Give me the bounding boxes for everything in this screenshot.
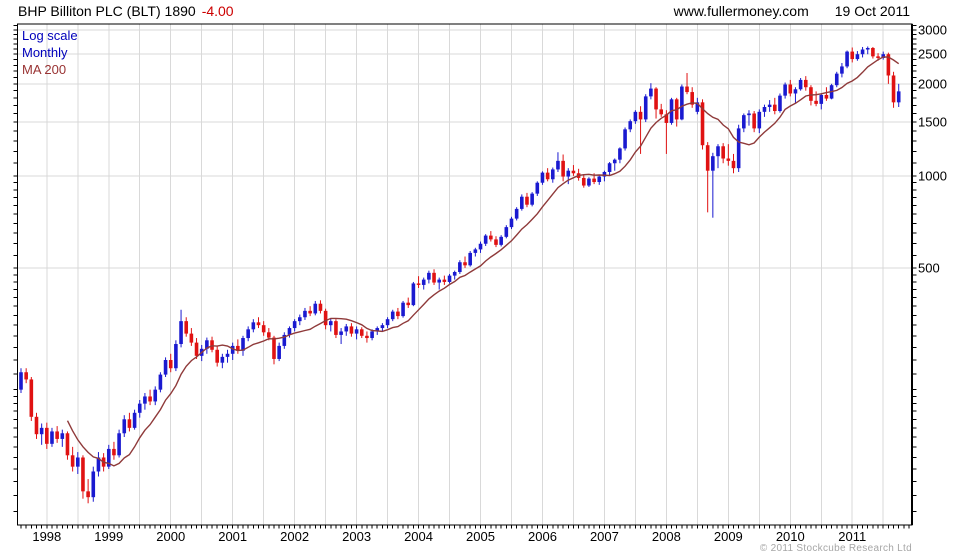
y-axis-label: 500 (918, 260, 940, 275)
y-axis-label: 1000 (918, 168, 947, 183)
y-axis-label: 1500 (918, 115, 947, 130)
website-link[interactable]: www.fullermoney.com (673, 3, 809, 19)
chart-header-right: www.fullermoney.com 19 Oct 2011 (674, 3, 910, 19)
copyright-notice: © 2011 Stockcube Research Ltd (759, 543, 912, 554)
chart-legend: Log scale Monthly MA 200 (22, 27, 78, 78)
y-axis-label: 2500 (918, 47, 947, 62)
x-axis-year-label: 1999 (94, 529, 123, 544)
chart-date: 19 Oct 2011 (834, 3, 910, 19)
x-axis-year-label: 2007 (590, 529, 619, 544)
x-axis-year-label: 2002 (280, 529, 309, 544)
legend-item-monthly: Monthly (22, 45, 68, 60)
x-axis-year-label: 2009 (714, 529, 743, 544)
x-axis-year-label: 2006 (528, 529, 557, 544)
y-axis-label: 2000 (918, 76, 947, 91)
legend-item-log-scale: Log scale (22, 28, 78, 43)
x-axis-year-label: 2010 (776, 529, 805, 544)
x-axis-year-label: 2003 (342, 529, 371, 544)
x-axis-year-label: 2011 (838, 529, 866, 544)
price-change: -4.00 (201, 3, 234, 19)
instrument-title: BHP Billiton PLC (BLT) 1890 (18, 3, 196, 19)
y-axis-label: 3000 (918, 23, 947, 38)
legend-item-ma-200: MA 200 (22, 62, 67, 77)
x-axis-year-label: 2000 (156, 529, 185, 544)
chart-header: BHP Billiton PLC (BLT) 1890 -4.00 (18, 3, 234, 19)
x-axis-year-label: 2001 (218, 529, 247, 544)
x-axis-year-label: 2004 (404, 529, 433, 544)
x-axis-year-label: 2005 (466, 529, 495, 544)
x-axis-year-label: 1998 (32, 529, 61, 544)
x-axis-year-label: 2008 (652, 529, 681, 544)
